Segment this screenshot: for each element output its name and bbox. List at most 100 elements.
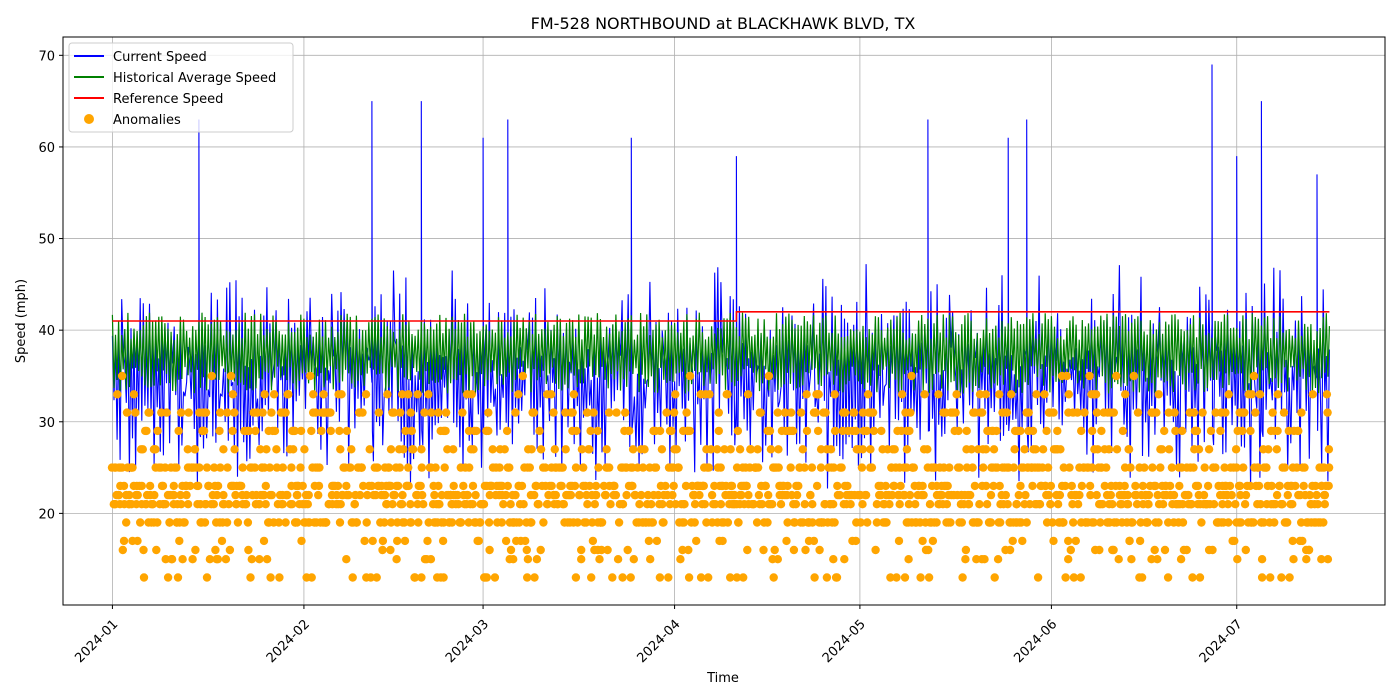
anomaly-point [378, 536, 388, 546]
anomaly-point [427, 408, 436, 417]
anomaly-point [780, 408, 790, 417]
anomaly-point [484, 426, 493, 436]
anomaly-point [1216, 426, 1225, 436]
anomaly-point [582, 408, 592, 417]
anomaly-point [830, 390, 839, 399]
anomaly-point [1257, 555, 1267, 564]
anomaly-point [1224, 518, 1233, 527]
anomaly-point [1031, 445, 1040, 454]
anomaly-point [1208, 545, 1217, 555]
anomaly-point [789, 545, 799, 555]
anomaly-point [942, 500, 952, 509]
plot-frame [62, 36, 1386, 606]
y-tick-label: 40 [38, 324, 55, 339]
anomaly-point [468, 481, 478, 491]
anomaly-point [981, 390, 990, 399]
anomaly-point [408, 445, 418, 454]
anomaly-point [1249, 371, 1259, 381]
anomaly-point [735, 445, 745, 454]
anomaly-point [1003, 500, 1012, 509]
anomaly-point [283, 490, 292, 500]
anomaly-point [1273, 390, 1283, 399]
anomaly-point [1255, 390, 1265, 399]
anomaly-point [1304, 545, 1314, 555]
anomaly-point [1157, 445, 1167, 454]
anomaly-point [966, 490, 975, 500]
anomaly-point [454, 500, 463, 509]
anomaly-point [148, 500, 157, 509]
anomaly-point [749, 500, 758, 509]
anomaly-point [275, 573, 284, 582]
anomaly-point [505, 463, 514, 472]
anomaly-point [888, 490, 897, 500]
anomaly-point [769, 573, 778, 582]
anomaly-point [881, 481, 890, 491]
anomaly-point [199, 426, 209, 436]
anomaly-point [366, 573, 375, 582]
anomaly-point [581, 518, 591, 527]
anomaly-point [866, 445, 875, 454]
anomaly-point [587, 573, 596, 582]
anomaly-point [657, 445, 667, 454]
anomaly-point [456, 518, 466, 527]
anomaly-point [1189, 408, 1199, 417]
anomaly-point [664, 573, 673, 582]
anomaly-point [453, 490, 462, 500]
anomaly-point [840, 408, 850, 417]
anomaly-point [868, 408, 878, 417]
anomaly-point [551, 490, 560, 500]
anomaly-point [1230, 536, 1239, 546]
anomaly-point [700, 500, 709, 509]
anomaly-point [125, 490, 134, 500]
anomaly-point [802, 426, 812, 436]
anomaly-point [1194, 445, 1204, 454]
anomaly-point [1322, 390, 1332, 399]
anomaly-point [517, 481, 527, 491]
anomaly-point [594, 463, 603, 472]
anomaly-point [1067, 481, 1077, 491]
anomaly-point [605, 463, 614, 472]
anomaly-point [213, 481, 223, 491]
anomalies-series [107, 371, 1334, 582]
anomaly-point [278, 500, 287, 509]
anomaly-point [774, 463, 783, 472]
anomaly-point [1175, 481, 1184, 491]
anomaly-point [509, 555, 518, 564]
anomaly-point [191, 545, 200, 555]
anomaly-point [161, 555, 170, 564]
anomaly-point [588, 536, 598, 546]
anomaly-point [826, 445, 836, 454]
anomaly-point [593, 426, 602, 436]
anomaly-point [1288, 500, 1297, 509]
anomaly-point [786, 463, 795, 472]
anomaly-point [434, 408, 443, 417]
anomaly-point [1055, 490, 1065, 500]
anomaly-point [194, 481, 203, 491]
anomaly-point [792, 490, 802, 500]
anomaly-point [1241, 545, 1251, 555]
anomaly-point [151, 445, 160, 454]
anomaly-point [246, 573, 255, 582]
anomaly-point [1144, 500, 1153, 509]
legend-marker-anomalies [84, 114, 94, 124]
anomaly-point [1092, 408, 1102, 417]
anomaly-point [539, 518, 548, 527]
anomaly-point [368, 536, 377, 546]
anomaly-point [1312, 490, 1321, 500]
anomaly-point [502, 426, 512, 436]
anomaly-point [570, 481, 580, 491]
anomaly-point [928, 536, 938, 546]
anomaly-point [547, 390, 556, 399]
anomaly-point [961, 545, 971, 555]
legend-label-reference-speed: Reference Speed [113, 92, 223, 107]
anomaly-point [420, 408, 429, 417]
anomaly-point [230, 408, 239, 417]
anomaly-point [319, 390, 328, 399]
anomaly-point [846, 500, 855, 509]
anomaly-point [535, 426, 544, 436]
anomaly-point [247, 555, 256, 564]
anomaly-point [858, 408, 868, 417]
anomaly-point [342, 481, 351, 491]
anomaly-point [601, 490, 610, 500]
anomaly-point [759, 545, 768, 555]
